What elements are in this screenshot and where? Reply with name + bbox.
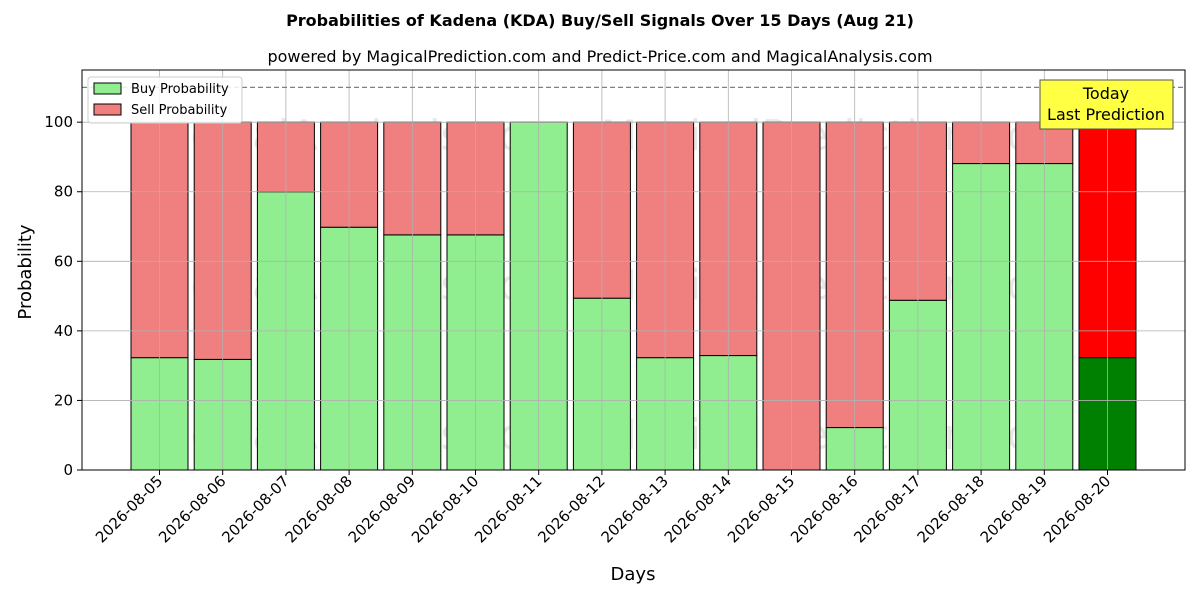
- x-axis-label: Days: [611, 564, 656, 585]
- x-tick-label: 2026-08-08: [282, 472, 356, 546]
- x-tick-label: 2026-08-18: [914, 472, 988, 546]
- x-tick-label: 2026-08-19: [977, 472, 1051, 546]
- legend-swatch: [93, 103, 122, 116]
- x-tick-label: 2026-08-16: [787, 472, 861, 546]
- annotation-text: Today: [1082, 84, 1129, 103]
- today-annotation: Today Last Prediction: [1039, 79, 1174, 130]
- chart-title: Probabilities of Kadena (KDA) Buy/Sell S…: [286, 11, 914, 30]
- x-tick-label: 2026-08-10: [408, 472, 482, 546]
- legend: Buy Probability Sell Probability: [87, 76, 243, 124]
- x-tick-label: 2026-08-07: [218, 472, 292, 546]
- y-tick-label: 80: [54, 183, 73, 201]
- x-tick-label: 2026-08-06: [155, 472, 229, 546]
- chart-subtitle: powered by MagicalPrediction.com and Pre…: [267, 47, 932, 66]
- y-tick-label: 100: [44, 113, 73, 131]
- legend-swatch: [93, 82, 122, 95]
- annotation-text: Last Prediction: [1047, 105, 1165, 124]
- x-tick-label: 2026-08-09: [345, 472, 419, 546]
- x-tick-label: 2026-08-15: [724, 472, 798, 546]
- y-tick-label: 40: [54, 322, 73, 340]
- plot-area: MagicalAnalysis.comMagicalPrediction.com…: [44, 69, 1186, 546]
- x-tick-label: 2026-08-20: [1040, 472, 1114, 546]
- legend-label: Sell Probability: [131, 103, 228, 118]
- legend-box: [87, 76, 243, 124]
- x-tick-label: 2026-08-12: [534, 472, 608, 546]
- plot-frame: [81, 69, 1186, 471]
- x-tick-label: 2026-08-13: [598, 472, 672, 546]
- x-tick-label: 2026-08-17: [850, 472, 924, 546]
- x-tick-label: 2026-08-11: [471, 472, 545, 546]
- x-tick-label: 2026-08-05: [92, 472, 166, 546]
- y-axis-label: Probability: [15, 224, 36, 319]
- x-tick-label: 2026-08-14: [661, 472, 735, 546]
- legend-label: Buy Probability: [131, 82, 229, 97]
- y-tick-label: 0: [63, 461, 73, 479]
- annotation-box: [1039, 79, 1174, 130]
- y-tick-label: 20: [54, 391, 73, 409]
- y-tick-label: 60: [54, 252, 73, 270]
